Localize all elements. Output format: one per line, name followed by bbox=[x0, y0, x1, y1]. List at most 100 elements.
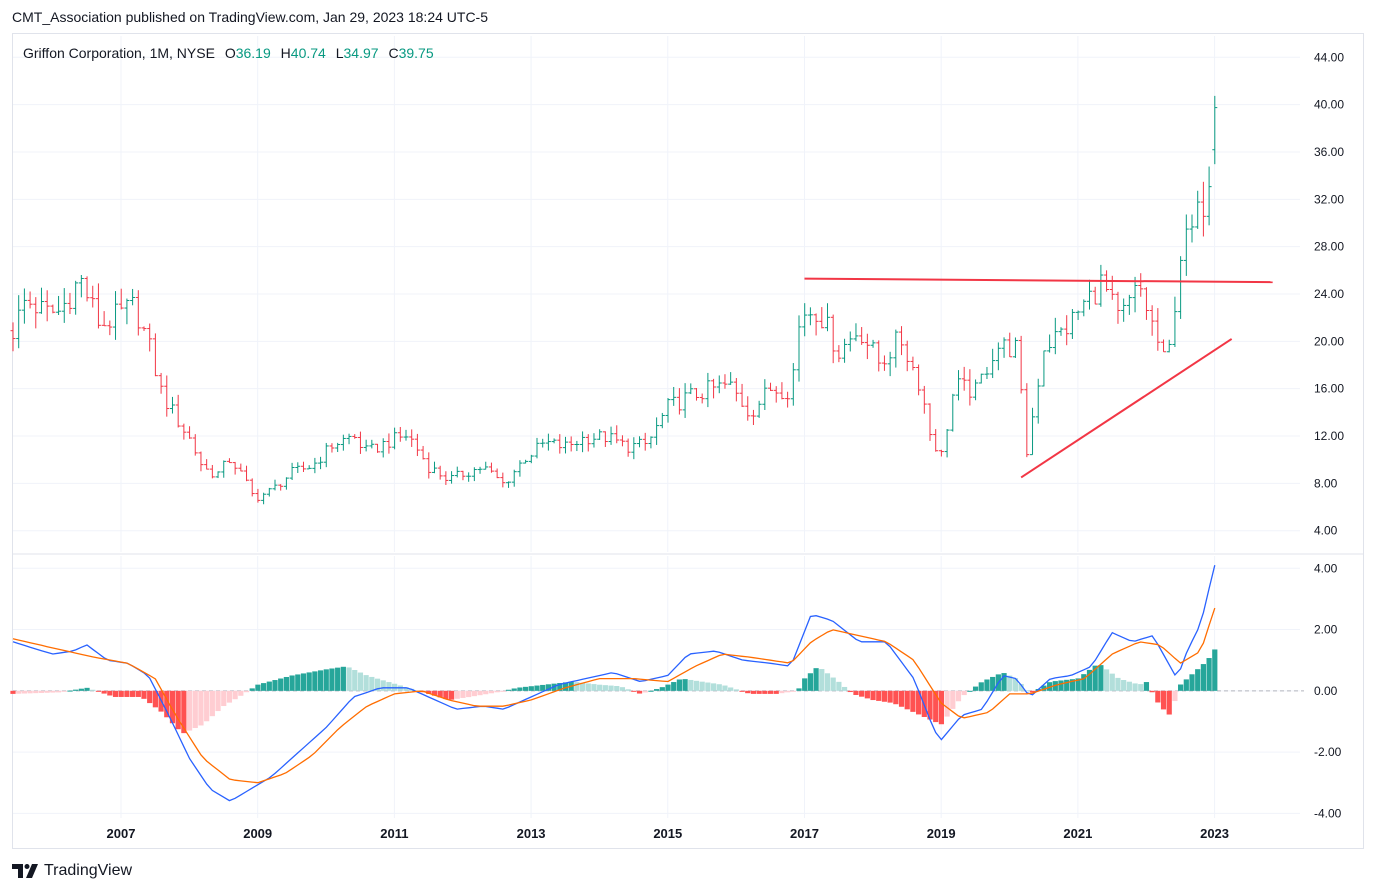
ohlc-bar bbox=[78, 275, 84, 298]
ohlc-bar bbox=[1143, 287, 1149, 320]
footer-brand[interactable]: TradingView bbox=[12, 862, 132, 880]
macd-histogram-bar bbox=[215, 690, 221, 712]
macd-histogram-bar bbox=[192, 690, 198, 729]
ohlc-bar bbox=[591, 433, 597, 448]
macd-axis-tick: -2.00 bbox=[1314, 745, 1342, 759]
price-axis-tick: 20.00 bbox=[1314, 334, 1344, 348]
ohlc-bar bbox=[363, 439, 369, 452]
ohlc-bar bbox=[443, 471, 449, 485]
ohlc-bar bbox=[118, 288, 124, 310]
time-axis-tick: 2009 bbox=[243, 826, 272, 841]
macd-histogram-bar bbox=[688, 679, 694, 691]
macd-histogram-bar bbox=[261, 683, 267, 691]
ohlc-bar bbox=[283, 477, 289, 490]
macd-histogram-bar bbox=[1092, 665, 1098, 691]
macd-histogram-bar bbox=[488, 690, 495, 694]
macd-histogram-bar bbox=[431, 690, 438, 696]
ohlc-bar bbox=[152, 333, 158, 377]
macd-histogram-bar bbox=[1189, 674, 1195, 691]
macd-histogram-bar bbox=[1183, 679, 1189, 691]
ohlc-bar bbox=[1126, 294, 1132, 315]
ohlc-bar bbox=[95, 283, 101, 329]
macd-histogram-bar bbox=[944, 690, 950, 717]
ohlc-bar bbox=[973, 379, 979, 401]
ohlc-bar bbox=[676, 388, 682, 415]
ohlc-bar bbox=[147, 323, 153, 352]
ohlc-bar bbox=[733, 378, 739, 402]
macd-histogram-bar bbox=[357, 672, 364, 691]
ohlc-bar bbox=[870, 339, 876, 348]
macd-histogram-bar bbox=[762, 690, 768, 694]
ohlc-bar bbox=[739, 383, 745, 407]
ohlc-bar bbox=[209, 464, 215, 479]
macd-histogram-bar bbox=[1098, 665, 1104, 691]
symbol-name[interactable]: Griffon Corporation, 1M, NYSE bbox=[23, 45, 215, 61]
macd-histogram-bar bbox=[955, 690, 962, 702]
macd-histogram-bar bbox=[676, 679, 682, 691]
macd-histogram-bar bbox=[642, 690, 648, 693]
macd-histogram-bar bbox=[984, 679, 990, 691]
ohlc-bar bbox=[819, 307, 825, 329]
high-value: 40.74 bbox=[290, 45, 326, 61]
macd-histogram-bar bbox=[112, 690, 119, 697]
ohlc-bar bbox=[608, 426, 614, 445]
macd-histogram-bar bbox=[147, 690, 153, 704]
macd-histogram-bar bbox=[1121, 680, 1127, 691]
ohlc-bar bbox=[984, 366, 990, 379]
macd-histogram-bar bbox=[141, 690, 147, 699]
macd-histogram-bar bbox=[1212, 649, 1218, 691]
macd-histogram-bar bbox=[602, 685, 608, 691]
macd-histogram-bar bbox=[454, 690, 460, 699]
ohlc-bar bbox=[437, 465, 443, 480]
macd-histogram-bar bbox=[1126, 681, 1132, 691]
ohlc-bar bbox=[295, 462, 301, 473]
ohlc-bar bbox=[318, 456, 324, 470]
macd-histogram-bar bbox=[181, 690, 187, 734]
macd-histogram-bar bbox=[1029, 690, 1036, 693]
ohlc-bar bbox=[773, 386, 779, 403]
macd-histogram-bar bbox=[448, 690, 455, 700]
ohlc-bar bbox=[1018, 335, 1024, 394]
macd-histogram-bar bbox=[790, 690, 796, 692]
ohlc-bar bbox=[27, 291, 33, 309]
ohlc-bar bbox=[876, 340, 882, 372]
ohlc-bar bbox=[1086, 279, 1092, 310]
publisher-line: CMT_Association published on TradingView… bbox=[12, 9, 489, 25]
ohlc-bar bbox=[779, 382, 785, 400]
macd-histogram-bar bbox=[500, 690, 506, 692]
ohlc-bar bbox=[705, 372, 711, 408]
macd-histogram-bar bbox=[750, 690, 757, 694]
ohlc-bar bbox=[466, 472, 472, 482]
ohlc-bar bbox=[21, 288, 27, 324]
ohlc-bar bbox=[426, 452, 432, 479]
ohlc-bar bbox=[255, 488, 261, 503]
ohlc-bar bbox=[409, 429, 415, 447]
macd-histogram-bar bbox=[255, 684, 261, 691]
ohlc-bar bbox=[1195, 190, 1201, 229]
ohlc-bar bbox=[278, 484, 284, 491]
ohlc-bar bbox=[124, 298, 130, 325]
ohlc-bar bbox=[830, 314, 836, 364]
macd-histogram-bar bbox=[403, 687, 409, 691]
ohlc-bar bbox=[380, 438, 386, 458]
macd-histogram-bar bbox=[534, 685, 540, 691]
ohlc-bar bbox=[853, 323, 859, 342]
ohlc-bar bbox=[995, 342, 1001, 371]
ohlc-bar bbox=[1001, 337, 1007, 358]
macd-histogram-bar bbox=[654, 689, 660, 691]
ohlc-bar bbox=[711, 378, 717, 399]
low-label: L bbox=[335, 45, 344, 61]
time-axis-tick: 2007 bbox=[107, 826, 136, 841]
macd-histogram-bar bbox=[876, 690, 882, 701]
ohlc-bar bbox=[523, 459, 529, 464]
ohlc-bar bbox=[238, 463, 244, 472]
macd-histogram-bar bbox=[517, 687, 523, 691]
macd-histogram-bar bbox=[636, 690, 643, 694]
macd-histogram-bar bbox=[870, 690, 876, 701]
macd-histogram-bar bbox=[705, 682, 711, 691]
macd-histogram-bar bbox=[1166, 690, 1172, 715]
macd-histogram-bar bbox=[226, 690, 233, 703]
open-value: 36.19 bbox=[235, 45, 271, 61]
macd-histogram-bar bbox=[802, 678, 808, 691]
